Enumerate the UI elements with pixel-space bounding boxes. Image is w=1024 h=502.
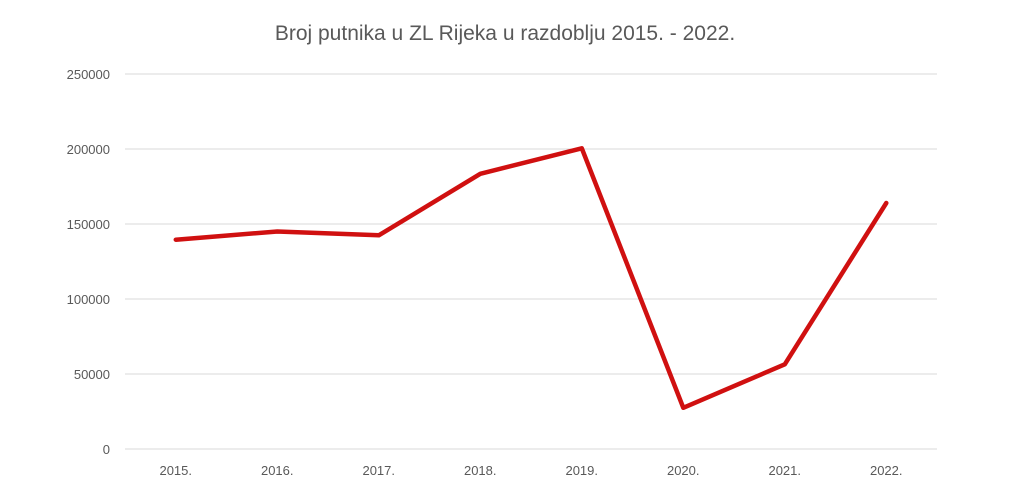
x-tick-label: 2017. xyxy=(362,463,395,478)
x-tick-label: 2019. xyxy=(565,463,598,478)
y-tick-label: 150000 xyxy=(67,217,110,232)
x-tick-label: 2016. xyxy=(261,463,294,478)
y-tick-label: 250000 xyxy=(67,67,110,82)
chart-title: Broj putnika u ZL Rijeka u razdoblju 201… xyxy=(274,22,736,45)
y-tick-label: 0 xyxy=(103,442,110,457)
x-tick-label: 2015. xyxy=(159,463,192,478)
y-tick-label: 50000 xyxy=(74,367,110,382)
x-tick-label: 2020. xyxy=(667,463,700,478)
y-tick-label: 200000 xyxy=(67,142,110,157)
series-line-0 xyxy=(173,146,889,411)
x-tick-label: 2021. xyxy=(768,463,801,478)
y-tick-label: 100000 xyxy=(67,292,110,307)
x-tick-label: 2022. xyxy=(870,463,903,478)
x-tick-label: 2018. xyxy=(464,463,497,478)
